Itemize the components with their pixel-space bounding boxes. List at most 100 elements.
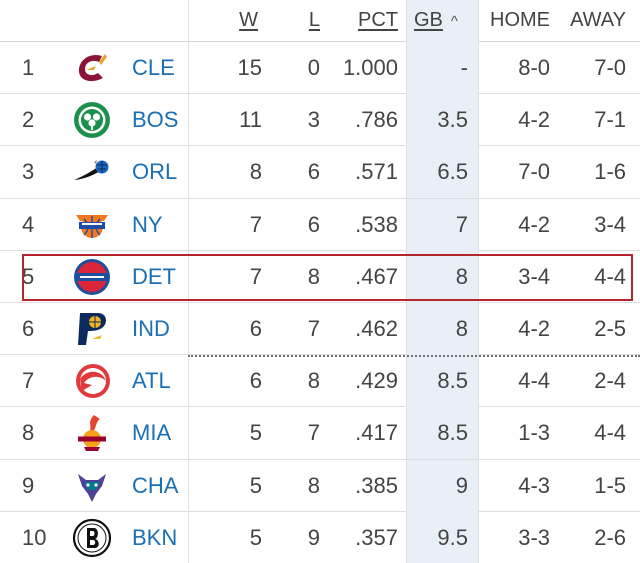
table-row[interactable]: 4 NY 7 6 .538 7 4-2 3-4	[0, 198, 640, 251]
pct-cell: .538	[355, 211, 398, 237]
away-record-cell: 4-4	[594, 263, 626, 289]
team-link[interactable]: BKN	[132, 524, 178, 550]
gb-cell: 8	[455, 263, 468, 289]
knicks-logo-icon[interactable]	[72, 205, 112, 245]
pct-cell: .417	[355, 420, 398, 446]
losses-cell: 8	[307, 368, 320, 394]
rank-cell: 1	[22, 55, 35, 80]
team-link[interactable]: ORL	[132, 159, 178, 185]
losses-cell: 8	[307, 472, 320, 498]
wins-cell: 5	[249, 420, 262, 446]
table-row[interactable]: 5 DET 7 8 .467 8 3-4 4-4	[0, 250, 640, 303]
gb-column-bg	[406, 459, 478, 512]
column-divider	[478, 0, 479, 563]
losses-cell: 6	[307, 211, 320, 237]
team-link[interactable]: NY	[132, 211, 163, 237]
pct-cell: .467	[355, 263, 398, 289]
pct-cell: 1.000	[342, 55, 398, 80]
away-record-cell: 7-0	[594, 55, 626, 80]
header-away[interactable]: AWAY	[570, 9, 626, 31]
table-row[interactable]: 10 BKN 5 9 .357 9.5 3-3 2-6	[0, 511, 640, 563]
away-record-cell: 3-4	[594, 211, 626, 237]
team-link[interactable]: IND	[132, 316, 170, 341]
team-link[interactable]: ATL	[132, 368, 171, 394]
heat-logo-icon[interactable]	[72, 413, 112, 453]
team-link[interactable]: BOS	[132, 107, 179, 133]
gb-column-bg	[406, 511, 478, 563]
gb-column-bg	[406, 94, 478, 147]
losses-cell: 9	[307, 524, 320, 550]
magic-logo-icon[interactable]	[72, 152, 112, 192]
pacers-logo-icon[interactable]	[72, 309, 112, 349]
celtics-logo-icon[interactable]	[72, 100, 112, 140]
gb-column-bg	[406, 407, 478, 460]
pct-cell: .357	[355, 524, 398, 550]
rank-cell: 3	[22, 159, 35, 185]
rank-cell: 4	[22, 211, 35, 237]
hawks-logo-icon[interactable]	[72, 361, 112, 401]
sort-ascending-icon: ^	[450, 13, 458, 30]
wins-cell: 5	[249, 524, 262, 550]
rank-cell: 2	[22, 107, 35, 133]
wins-cell: 11	[239, 107, 262, 133]
wins-cell: 6	[249, 368, 262, 394]
team-link[interactable]: MIA	[132, 420, 172, 446]
gb-cell: 3.5	[437, 107, 468, 133]
gb-column-bg	[406, 250, 478, 303]
gb-column-bg	[406, 198, 478, 251]
gb-cell: 9.5	[437, 524, 468, 550]
wins-cell: 7	[249, 263, 262, 289]
home-record-cell: 7-0	[518, 159, 550, 185]
hornets-logo-icon[interactable]	[72, 466, 112, 506]
rank-cell: 10	[22, 524, 47, 550]
table-row[interactable]: 9 CHA 5 8 .385 9 4-3 1-5	[0, 459, 640, 512]
home-record-cell: 4-2	[518, 107, 550, 133]
gb-column-bg	[406, 303, 478, 355]
header-gb[interactable]: GB ^	[406, 0, 478, 42]
gb-column-bg	[406, 355, 478, 408]
nets-logo-icon[interactable]	[72, 518, 112, 558]
gb-column-bg	[406, 42, 478, 94]
losses-cell: 0	[307, 55, 320, 80]
header-l[interactable]: L	[308, 9, 320, 31]
header-w[interactable]: W	[239, 9, 258, 31]
table-row[interactable]: 6 IND 6 7 .462 8 4-2 2-5	[0, 303, 640, 356]
away-record-cell: 1-6	[594, 159, 626, 185]
gb-cell: 8.5	[437, 420, 468, 446]
gb-column-bg	[406, 146, 478, 199]
home-record-cell: 3-3	[518, 524, 550, 550]
wins-cell: 5	[249, 472, 262, 498]
table-row[interactable]: 2 BOS 11 3 .786 3.5 4-2 7-1	[0, 94, 640, 147]
gb-cell: 8.5	[437, 368, 468, 394]
pct-cell: .571	[355, 159, 398, 185]
table-row[interactable]: 7 ATL 6 8 .429 8.5 4-4 2-4	[0, 355, 640, 408]
header-pct[interactable]: PCT	[358, 9, 398, 31]
gb-cell: 9	[455, 472, 468, 498]
table-row[interactable]: 1 CLE 15 0 1.000 - 8-0 7-0	[0, 42, 640, 95]
rank-cell: 6	[22, 316, 35, 341]
table-row[interactable]: 3 ORL 8 6 .571 6.5 7-0 1-6	[0, 146, 640, 199]
home-record-cell: 1-3	[518, 420, 550, 446]
losses-cell: 8	[307, 263, 320, 289]
pct-cell: .429	[355, 368, 398, 394]
team-link[interactable]: CLE	[132, 55, 175, 80]
gb-cell: 8	[455, 316, 468, 341]
home-record-cell: 4-2	[518, 211, 550, 237]
team-link[interactable]: DET	[132, 263, 176, 289]
wins-cell: 6	[249, 316, 262, 341]
rank-cell: 8	[22, 420, 35, 446]
gb-cell: -	[460, 55, 468, 80]
away-record-cell: 4-4	[594, 420, 626, 446]
pct-cell: .462	[355, 316, 398, 341]
pistons-logo-icon[interactable]	[72, 257, 112, 297]
pct-cell: .385	[355, 472, 398, 498]
gb-cell: 7	[455, 211, 468, 237]
table-row[interactable]: 8 MIA 5 7 .417 8.5 1-3 4-4	[0, 407, 640, 460]
cavaliers-logo-icon[interactable]	[72, 48, 112, 88]
rank-cell: 5	[22, 263, 35, 289]
home-record-cell: 8-0	[518, 55, 550, 80]
home-record-cell: 4-2	[518, 316, 550, 341]
gb-cell: 6.5	[437, 159, 468, 185]
header-home[interactable]: HOME	[490, 9, 550, 31]
team-link[interactable]: CHA	[132, 472, 179, 498]
